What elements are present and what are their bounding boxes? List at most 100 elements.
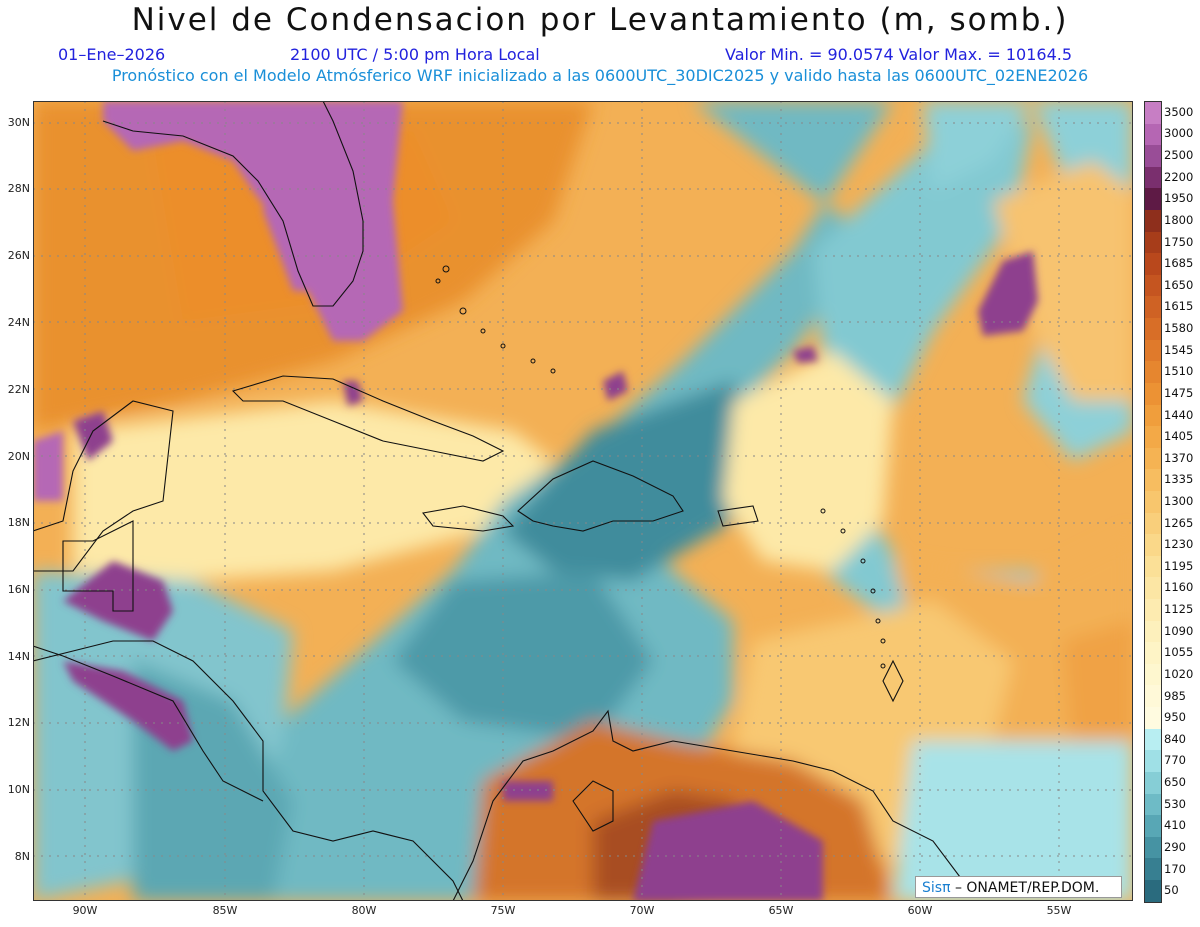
- color-bar-label: 1090: [1164, 623, 1194, 638]
- color-bar-label: 770: [1164, 753, 1186, 768]
- color-bar-segment: [1145, 166, 1161, 189]
- color-bar-label: 3000: [1164, 126, 1194, 141]
- lon-label-55w: 55W: [1046, 904, 1072, 917]
- color-bar-segment: [1145, 231, 1161, 254]
- lon-label-90w: 90W: [72, 904, 98, 917]
- color-bar-segment: [1145, 296, 1161, 319]
- color-bar-segment: [1145, 490, 1161, 513]
- color-bar-segment: [1145, 253, 1161, 275]
- lon-label-80w: 80W: [351, 904, 377, 917]
- color-bar-segment: [1145, 620, 1161, 643]
- color-bar-label: 1545: [1164, 342, 1194, 357]
- lat-label-10n: 10N: [7, 783, 30, 796]
- lon-label-65w: 65W: [768, 904, 794, 917]
- color-bar-label: 1300: [1164, 494, 1194, 508]
- lon-label-60w: 60W: [907, 904, 933, 917]
- gridlines: [33, 101, 1133, 901]
- color-bar-segment: [1145, 210, 1161, 232]
- color-bar-segment: [1145, 145, 1161, 167]
- lon-label-85w: 85W: [212, 904, 238, 917]
- color-bar-label: 1125: [1164, 602, 1194, 617]
- lat-label-24n: 24N: [7, 316, 30, 329]
- lat-label-12n: 12N: [7, 716, 30, 729]
- credit-text: – ONAMET/REP.DOM.: [950, 880, 1100, 896]
- color-bar-label: 1405: [1164, 429, 1194, 444]
- color-bar-segment: [1145, 836, 1161, 859]
- lat-label-8n: 8N: [14, 850, 30, 863]
- sispi-logo: Sisπ: [922, 880, 951, 896]
- lat-label-16n: 16N: [7, 583, 30, 596]
- lon-label-75w: 75W: [490, 904, 516, 917]
- color-bar-segment: [1145, 707, 1161, 729]
- color-bar-segment: [1145, 102, 1161, 124]
- islands: [435, 265, 886, 669]
- min-max-values: Valor Min. = 90.0574 Valor Max. = 10164.…: [725, 45, 1073, 64]
- color-bar-label: 650: [1164, 775, 1186, 790]
- color-bar-segment: [1145, 685, 1161, 708]
- color-bar: [1144, 101, 1162, 903]
- forecast-date: 01–Ene–2026: [58, 45, 166, 64]
- lat-label-20n: 20N: [7, 450, 30, 463]
- color-bar-segment: [1145, 599, 1161, 621]
- color-bar-segment: [1145, 577, 1161, 600]
- map-title: Nivel de Condensacion por Levantamiento …: [131, 2, 1069, 38]
- color-bar-label: 50: [1164, 883, 1179, 898]
- color-bar-label: 290: [1164, 839, 1186, 854]
- color-bar-label: 1160: [1164, 580, 1194, 595]
- color-bar-label: 1230: [1164, 537, 1194, 552]
- color-bar-label: 1800: [1164, 212, 1194, 227]
- color-bar-label: 3500: [1164, 104, 1194, 119]
- color-bar-segment: [1145, 663, 1161, 686]
- color-bar-segment: [1145, 793, 1161, 816]
- color-bar-label: 1510: [1164, 364, 1194, 379]
- color-bar-label: 1370: [1164, 450, 1194, 465]
- lat-label-14n: 14N: [7, 650, 30, 663]
- lat-label-28n: 28N: [7, 182, 30, 195]
- color-bar-label: 1335: [1164, 472, 1194, 487]
- color-bar-label: 1195: [1164, 558, 1194, 573]
- color-bar-label: 840: [1164, 731, 1186, 746]
- lcl-map: [33, 101, 1133, 901]
- color-bar-segment: [1145, 339, 1161, 362]
- color-bar-segment: [1145, 728, 1161, 751]
- color-bar-segment: [1145, 188, 1161, 211]
- color-bar-label: 530: [1164, 796, 1186, 811]
- color-bar-label: 950: [1164, 710, 1186, 725]
- color-bar-segment: [1145, 318, 1161, 340]
- color-bar-label: 1020: [1164, 666, 1194, 681]
- color-bar-label: 1950: [1164, 191, 1194, 206]
- color-bar-label: 2500: [1164, 148, 1194, 163]
- lat-label-30n: 30N: [7, 116, 30, 129]
- color-bar-label: 1615: [1164, 299, 1194, 314]
- color-bar-segment: [1145, 512, 1161, 535]
- color-bar-label: 1440: [1164, 407, 1194, 422]
- color-bar-segment: [1145, 123, 1161, 146]
- color-bar-segment: [1145, 404, 1161, 427]
- model-info: Pronóstico con el Modelo Atmósferico WRF…: [111, 66, 1089, 85]
- color-bar-label: 1055: [1164, 645, 1194, 660]
- color-bar-segment: [1145, 642, 1161, 664]
- branding-box: Sisπ – ONAMET/REP.DOM.: [915, 876, 1122, 898]
- color-bar-segment: [1145, 426, 1161, 448]
- color-bar-segment: [1145, 382, 1161, 405]
- color-bar-label: 1265: [1164, 515, 1194, 530]
- color-bar-label: 170: [1164, 861, 1186, 876]
- lat-label-18n: 18N: [7, 516, 30, 529]
- lat-label-26n: 26N: [7, 249, 30, 262]
- lat-label-22n: 22N: [7, 383, 30, 396]
- color-bar-label: 985: [1164, 688, 1186, 703]
- color-bar-segment: [1145, 469, 1161, 491]
- color-bar-label: 410: [1164, 818, 1186, 833]
- color-bar-segment: [1145, 534, 1161, 556]
- color-bar-label: 1580: [1164, 321, 1194, 336]
- forecast-time: 2100 UTC / 5:00 pm Hora Local: [290, 45, 540, 64]
- color-bar-segment: [1145, 815, 1161, 837]
- lon-label-70w: 70W: [629, 904, 655, 917]
- color-bar-label: 1650: [1164, 277, 1194, 292]
- color-bar-segment: [1145, 447, 1161, 470]
- color-bar-segment: [1145, 750, 1161, 772]
- color-bar-segment: [1145, 555, 1161, 578]
- color-bar-segment: [1145, 858, 1161, 880]
- color-bar-label: 1750: [1164, 234, 1194, 249]
- color-bar-segment: [1145, 771, 1161, 794]
